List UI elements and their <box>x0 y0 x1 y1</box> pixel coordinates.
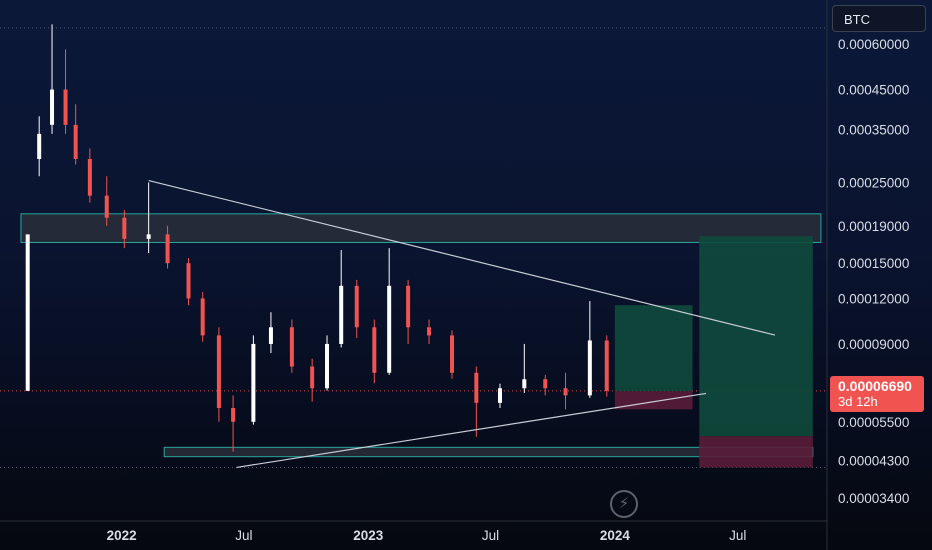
candle-body <box>325 343 330 389</box>
candle-body <box>387 285 392 373</box>
time-tick-label: Jul <box>729 528 746 543</box>
candle-body <box>450 335 455 373</box>
candle-body <box>522 379 527 389</box>
current-price-tag-bg <box>830 376 924 412</box>
time-axis[interactable]: 2022 Jul 2023 Jul 2024 Jul <box>107 528 747 543</box>
price-axis[interactable]: 0.00060000 0.00045000 0.00035000 0.00025000… <box>838 37 909 506</box>
candle-body <box>122 217 127 239</box>
long-position-1-target-zone <box>614 305 693 392</box>
time-tick-label: 2022 <box>107 528 137 543</box>
time-tick-label: 2024 <box>600 528 631 543</box>
price-tick-label: 0.00060000 <box>838 37 909 52</box>
candle-body <box>339 285 344 344</box>
descending-trendline <box>148 179 776 336</box>
resistance-zone <box>20 213 822 243</box>
candle-body <box>50 89 55 125</box>
candle-body <box>146 234 151 239</box>
candle-body <box>73 124 78 160</box>
candle-body <box>216 335 221 409</box>
price-tick-label: 0.00015000 <box>838 256 909 271</box>
price-tick-label: 0.00004300 <box>838 454 909 469</box>
candle-body <box>104 195 109 218</box>
price-tick-label: 0.00012000 <box>838 291 909 306</box>
ascending-trendline <box>236 392 707 469</box>
candle-body <box>372 327 377 373</box>
candle-body <box>251 343 256 422</box>
candle-body <box>289 327 294 367</box>
candle-body <box>543 379 548 389</box>
long-position-2-stop-zone <box>699 436 813 468</box>
candle-body <box>268 327 273 344</box>
current-price-value: 0.00006690 <box>838 378 912 394</box>
candle-body <box>474 372 479 403</box>
lightning-icon: ⚡ <box>610 490 638 518</box>
price-tick-label: 0.00035000 <box>838 122 909 137</box>
trendlines-layer <box>148 179 776 469</box>
long-position-2-target-zone <box>699 236 813 437</box>
candle-body <box>63 89 68 125</box>
candles-layer <box>25 24 609 452</box>
price-tick-label: 0.00019000 <box>838 219 909 234</box>
time-tick-label: Jul <box>235 528 252 543</box>
current-price-tag: 0.00006690 3d 12h <box>830 376 924 412</box>
time-tick-label: Jul <box>482 528 499 543</box>
candle-body <box>406 285 411 328</box>
current-price-countdown: 3d 12h <box>838 394 878 409</box>
candle-body <box>200 298 205 336</box>
price-tick-label: 0.00045000 <box>838 83 909 98</box>
candle-body <box>87 159 92 196</box>
candle-body <box>427 327 432 336</box>
long-position-1-stop-zone <box>614 391 693 410</box>
candle-body <box>165 234 170 264</box>
candle-body <box>37 133 42 160</box>
candle-body <box>186 263 191 299</box>
candle-body <box>497 388 502 403</box>
candle-body <box>587 340 592 396</box>
candle-body <box>25 234 30 391</box>
candle-body <box>231 408 236 422</box>
candle-body <box>310 366 315 389</box>
candle-body <box>604 340 609 391</box>
symbol-label[interactable]: BTC <box>832 5 926 32</box>
price-tick-label: 0.00005500 <box>838 415 909 430</box>
price-tick-label: 0.00009000 <box>838 337 909 352</box>
price-tick-label: 0.00003400 <box>838 491 909 506</box>
time-tick-label: 2023 <box>353 528 384 543</box>
candle-body <box>563 388 568 396</box>
candle-body <box>354 285 359 328</box>
price-tick-label: 0.00025000 <box>838 175 909 190</box>
positions-layer <box>614 236 813 468</box>
